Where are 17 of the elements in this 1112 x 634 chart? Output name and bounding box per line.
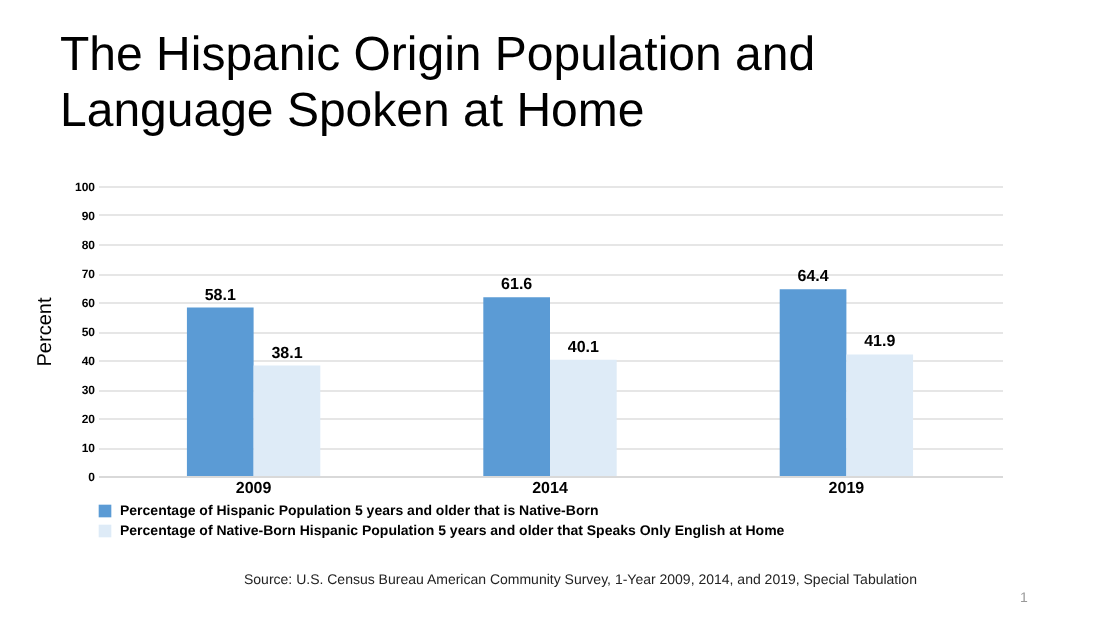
data-label: 61.6	[501, 275, 534, 294]
x-tick-label: 2014	[532, 479, 569, 497]
x-tick-label: 2019	[828, 479, 866, 497]
y-axis-title: Percent	[34, 297, 57, 367]
x-tick-label: 2009	[235, 479, 273, 497]
bar	[550, 359, 617, 476]
data-label: 38.1	[271, 343, 304, 362]
chart-title: The Hispanic Origin Population and Language Spoken at Home	[60, 28, 818, 140]
data-label: 40.1	[567, 337, 601, 356]
data-label: 64.4	[797, 267, 830, 286]
bar	[483, 297, 550, 476]
bar	[253, 365, 321, 476]
bar	[779, 289, 847, 476]
data-label: 58.1	[204, 285, 237, 304]
bar	[846, 354, 914, 476]
bar	[186, 307, 254, 476]
data-label: 41.9	[864, 332, 897, 351]
